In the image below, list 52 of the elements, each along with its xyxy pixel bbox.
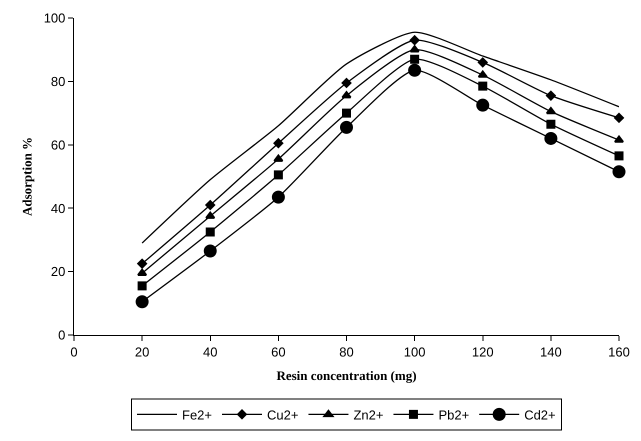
x-tick-label: 120: [472, 344, 494, 360]
point: [342, 78, 352, 88]
x-tick-label: 40: [203, 344, 218, 360]
point: [410, 45, 420, 52]
x-tick-label: 100: [404, 344, 426, 360]
point: [342, 108, 351, 118]
point: [205, 212, 216, 219]
y-axis-title: Adsorption %: [20, 136, 35, 216]
x-tick-label: 0: [70, 344, 78, 360]
point: [614, 112, 624, 123]
legend-label: Cd2+: [524, 407, 556, 422]
y-tick-label: 100: [44, 10, 66, 26]
point: [408, 64, 422, 77]
x-axis-title: Resin concentration (mg): [276, 368, 417, 384]
x-tick-label: 80: [339, 344, 354, 360]
point: [204, 244, 217, 258]
legend-label: Pb2+: [438, 407, 470, 422]
point: [544, 132, 558, 145]
point: [273, 138, 284, 148]
point: [614, 151, 624, 160]
point: [206, 227, 215, 236]
point: [137, 258, 148, 269]
point: [410, 35, 420, 46]
legend-label: Cu2+: [267, 407, 298, 422]
point: [410, 54, 420, 64]
x-tick-label: 140: [540, 344, 562, 360]
point: [136, 295, 149, 308]
legend-label: Zn2+: [353, 407, 384, 422]
point: [478, 70, 488, 78]
y-tick-label: 40: [50, 200, 66, 216]
point: [612, 165, 626, 178]
point: [476, 98, 490, 112]
point: [478, 82, 488, 91]
point: [272, 190, 285, 204]
point: [546, 120, 556, 129]
y-tick-label: 80: [50, 74, 66, 89]
point: [137, 268, 148, 276]
point: [138, 281, 147, 290]
x-tick-label: 60: [271, 344, 286, 360]
point: [340, 120, 353, 134]
y-tick-label: 20: [50, 264, 66, 280]
y-tick-label: 0: [58, 328, 66, 343]
x-tick-label: 160: [608, 344, 630, 360]
point: [546, 90, 556, 101]
point: [478, 57, 488, 68]
point: [274, 170, 283, 180]
point: [273, 154, 284, 162]
point: [205, 200, 216, 210]
y-tick-label: 60: [50, 137, 66, 152]
point: [546, 107, 556, 114]
x-tick-label: 20: [134, 344, 150, 360]
legend-label: Fe2+: [182, 407, 212, 422]
